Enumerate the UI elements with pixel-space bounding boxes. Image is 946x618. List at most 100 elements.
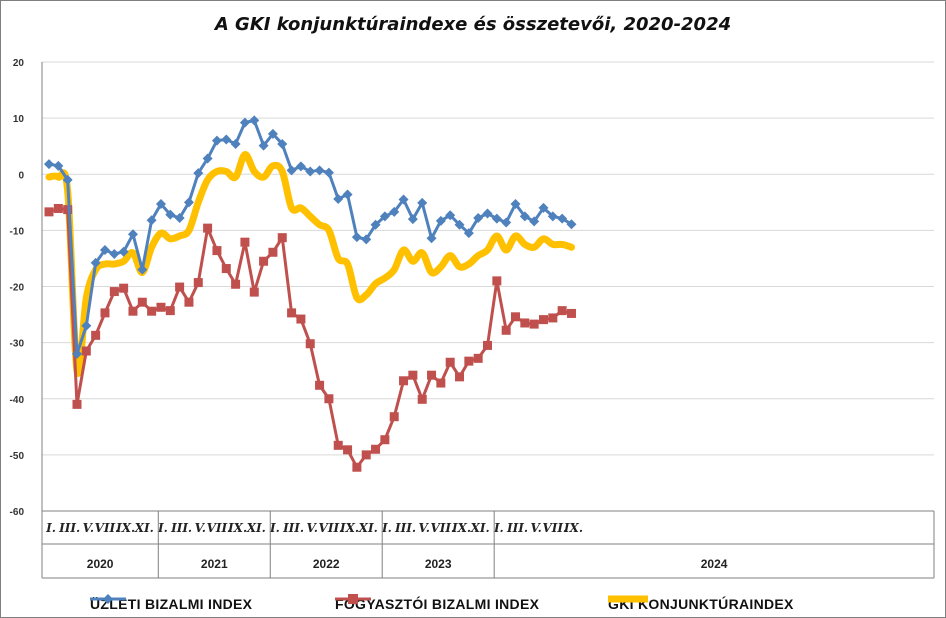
data-point-business [370,219,381,230]
data-point-consumer [520,318,530,328]
data-point-business [165,209,176,220]
x-tick-label: VII. [542,521,567,535]
data-point-consumer [361,450,371,460]
data-point-business [314,165,325,176]
x-year-label: 2024 [701,557,728,571]
data-point-business [333,193,344,204]
data-point-consumer [240,237,250,247]
data-point-consumer [529,319,539,329]
legend-label-gki: GKI KONJUNKTÚRAINDEX [608,596,794,612]
legend-item-gki: GKI KONJUNKTÚRAINDEX [608,592,794,616]
x-tick-label: III. [170,521,192,535]
x-tick-label: VII. [207,521,232,535]
data-point-business [435,215,446,226]
y-tick-label: -10 [10,226,25,237]
data-point-consumer [408,370,418,380]
x-tick-label: IX. [451,521,471,535]
data-point-business [398,194,409,205]
data-point-consumer [221,264,231,274]
data-point-consumer [296,314,306,324]
data-point-business [389,206,400,217]
data-point-business [538,202,549,213]
data-point-business [473,213,484,224]
data-point-consumer [305,339,315,349]
data-point-consumer [119,283,129,293]
data-point-consumer [511,312,520,322]
data-point-consumer [53,203,63,213]
data-point-business [99,245,110,256]
data-point-business [407,214,418,225]
data-point-business [174,213,185,224]
data-point-business [277,138,288,149]
x-tick-label: VII. [319,521,344,535]
data-point-consumer [445,357,455,367]
data-point-business [305,166,316,177]
data-point-business [510,198,521,209]
data-point-consumer [417,394,427,404]
data-point-business [193,168,204,179]
y-tick-label: -50 [10,451,25,462]
x-tick-label: III. [58,521,80,535]
data-point-consumer [72,399,82,409]
x-tick-label: V. [195,521,206,535]
x-tick-label: III. [506,521,528,535]
data-point-consumer [566,308,576,318]
chart-title: A GKI konjunktúraindexe és összetevői, 2… [214,14,732,35]
data-point-consumer [91,330,101,340]
data-point-consumer [287,308,297,318]
data-point-business [547,211,558,222]
series-group [44,115,577,472]
x-year-label: 2021 [201,557,228,571]
data-point-business [454,219,465,230]
data-point-business [249,115,260,126]
grid-lines [42,61,934,512]
data-point-business [230,138,241,149]
data-point-business [482,208,493,219]
data-point-consumer [343,445,353,455]
data-point-business [183,197,194,208]
data-point-business [445,210,456,221]
x-tick-label: I. [381,521,392,535]
data-point-business [239,117,250,128]
y-tick-label: -40 [10,395,25,406]
data-point-business [426,233,437,244]
data-point-consumer [436,378,446,388]
data-point-consumer [81,346,91,356]
data-point-consumer [147,306,157,316]
data-point-consumer [380,435,390,445]
legend-item-consumer: FOGYASZTÓI BIZALMI INDEX [335,592,539,616]
data-point-consumer [259,256,269,266]
data-point-consumer [557,306,567,316]
data-point-consumer [137,297,147,307]
data-point-consumer [427,370,437,380]
x-tick-label: I. [157,521,168,535]
data-point-consumer [156,302,166,312]
data-point-consumer [165,306,175,316]
data-point-business [417,197,428,208]
data-point-consumer [399,376,409,386]
x-tick-label: I. [493,521,504,535]
data-point-consumer [501,325,511,335]
x-tick-label: IX. [563,521,583,535]
data-point-business [501,217,512,228]
x-tick-label: V. [83,521,94,535]
data-point-consumer [63,205,73,215]
data-point-business [62,174,73,185]
data-point-consumer [483,340,493,350]
data-point-business [566,219,577,230]
data-point-business [351,232,362,243]
x-tick-label: IX. [339,521,359,535]
data-point-consumer [203,223,213,233]
data-point-business [155,198,166,209]
data-point-business [295,161,306,172]
legend-label-business: ÜZLETI BIZALMI INDEX [90,596,253,612]
x-year-label: 2020 [87,557,114,571]
y-tick-label: -30 [10,339,25,350]
data-point-consumer [538,315,548,325]
data-point-business [221,134,232,145]
x-tick-label: IX. [227,521,247,535]
data-point-consumer [371,444,381,454]
data-point-consumer [44,207,54,217]
